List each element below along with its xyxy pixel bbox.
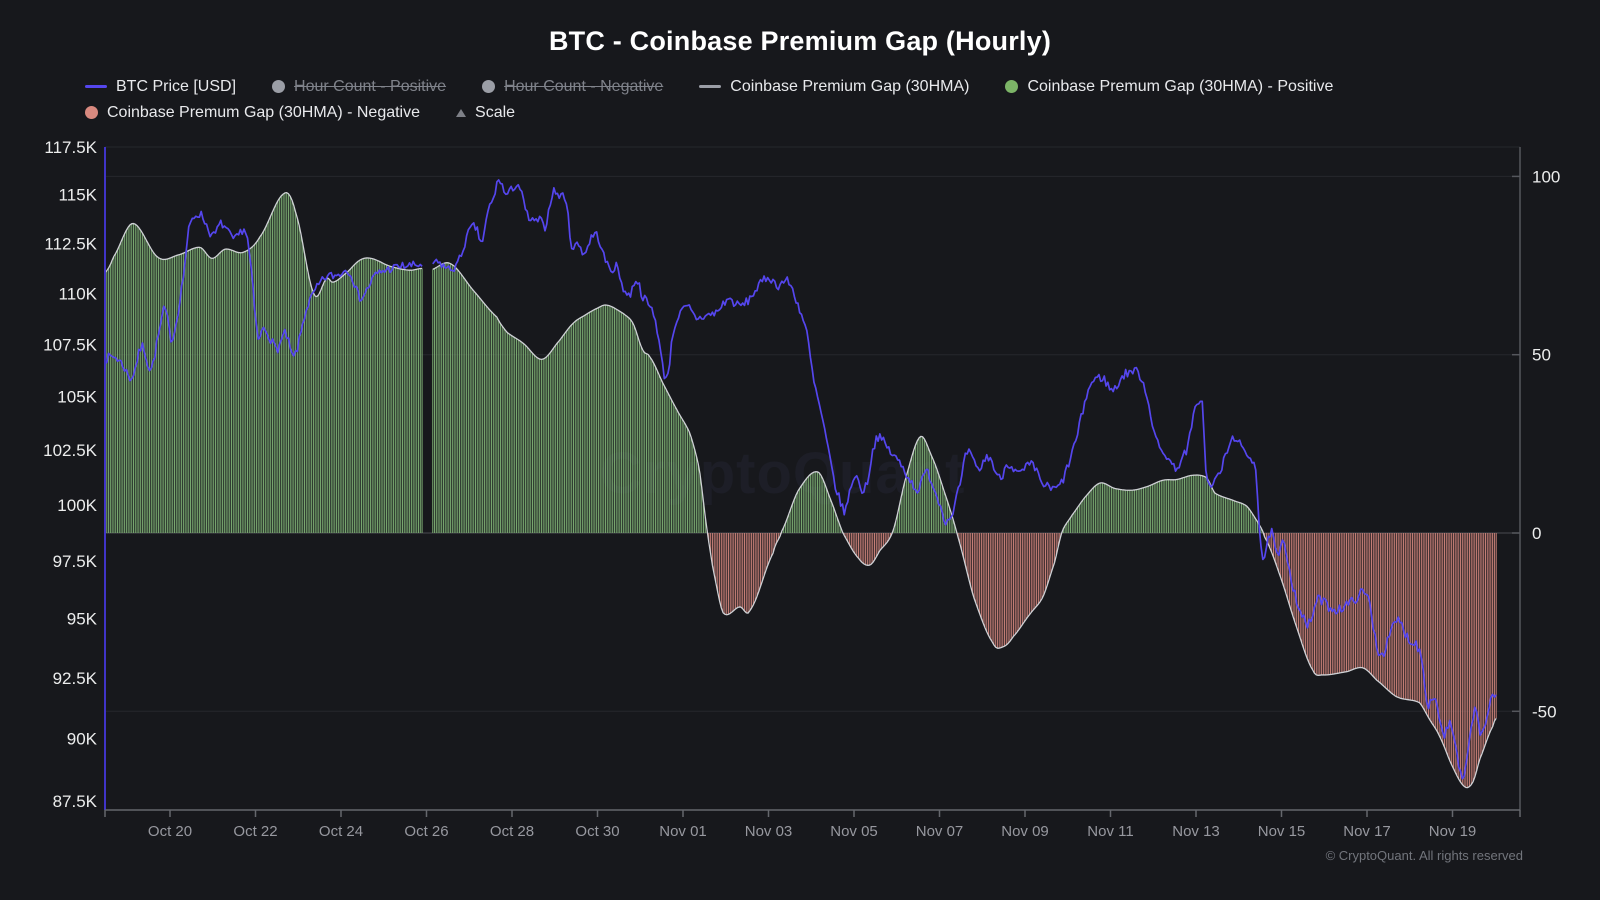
btc-price-line [104,179,1497,780]
legend-item-btc-price[interactable]: BTC Price [USD] [85,78,236,96]
x-tick-label: Nov 17 [1343,823,1391,840]
legend: BTC Price [USD] Hour Count - Positive Ho… [85,76,1555,128]
x-tick-label: Nov 01 [659,823,707,840]
x-tick-label: Nov 13 [1172,823,1220,840]
copyright-text: © CryptoQuant. All rights reserved [1325,848,1523,863]
y-right-tick-label: 0 [1532,524,1541,543]
premium-gap-positive-bars [104,192,1264,533]
x-tick-label: Oct 24 [319,823,363,840]
x-tick-label: Oct 30 [575,823,619,840]
legend-row-1: BTC Price [USD] Hour Count - Positive Ho… [85,76,1555,97]
premium-gap-negative-bars [708,533,1497,788]
circle-marker-icon [482,80,496,93]
legend-item-scale[interactable]: Scale [456,104,515,122]
y-right-tick-label: -50 [1532,702,1557,721]
x-tick-label: Oct 26 [404,823,448,840]
circle-marker-icon [85,106,98,119]
y-left-tick-label: 110K [59,284,98,303]
triangle-marker-icon [456,108,467,117]
y-left-tick-label: 102.5K [43,441,98,460]
y-left-tick-label: 97.5K [53,552,98,571]
premium-gap-30hma-line [104,191,1497,789]
y-left-tick-label: 87.5K [53,792,98,811]
x-tick-label: Nov 03 [745,823,793,840]
y-left-tick-label: 90K [67,730,98,749]
y-left-tick-label: 100K [57,496,97,515]
line-marker-icon [85,85,107,88]
circle-marker-icon [1005,80,1019,93]
legend-label: Coinbase Premium Gap (30HMA) [730,77,970,95]
line-marker-icon [699,85,722,88]
legend-item-premium-gap-30hma[interactable]: Coinbase Premium Gap (30HMA) [699,78,969,96]
y-left-tick-label: 112.5K [44,234,97,253]
x-tick-label: Oct 22 [233,823,277,840]
legend-label: Hour Count - Positive [294,77,447,95]
legend-item-premium-gap-positive[interactable]: Coinbase Premum Gap (30HMA) - Positive [1005,78,1333,96]
circle-marker-icon [272,80,286,93]
legend-row-2: Coinbase Premum Gap (30HMA) - Negative S… [85,102,1555,123]
x-tick-label: Nov 09 [1001,823,1049,840]
legend-item-hour-count-positive[interactable]: Hour Count - Positive [272,78,446,96]
y-right-tick-label: 50 [1532,346,1551,365]
x-tick-label: Nov 05 [830,823,878,840]
chart-title: BTC - Coinbase Premium Gap (Hourly) [548,26,1052,56]
y-left-tick-label: 117.5K [44,138,97,157]
x-tick-label: Nov 11 [1087,823,1133,840]
x-tick-label: Nov 19 [1429,823,1477,840]
x-tick-label: Nov 07 [916,823,964,840]
legend-label: Coinbase Premum Gap (30HMA) - Positive [1027,77,1334,95]
y-left-tick-label: 115K [59,186,98,205]
legend-label: Coinbase Premum Gap (30HMA) - Negative [107,103,421,121]
y-left-tick-label: 92.5K [53,669,98,688]
y-left-tick-label: 95K [67,610,98,629]
x-tick-label: Oct 20 [148,823,192,840]
y-left-tick-label: 105K [57,388,97,407]
x-tick-label: Oct 28 [490,823,534,840]
y-right-tick-label: 100 [1532,167,1560,186]
legend-label: BTC Price [USD] [116,77,237,95]
x-tick-label: Nov 15 [1258,823,1306,840]
legend-item-hour-count-negative[interactable]: Hour Count - Negative [482,78,663,96]
legend-label: Scale [475,103,516,121]
y-left-tick-label: 107.5K [43,335,98,354]
legend-label: Hour Count - Negative [504,77,664,95]
legend-item-premium-gap-negative[interactable]: Coinbase Premum Gap (30HMA) - Negative [85,104,420,122]
